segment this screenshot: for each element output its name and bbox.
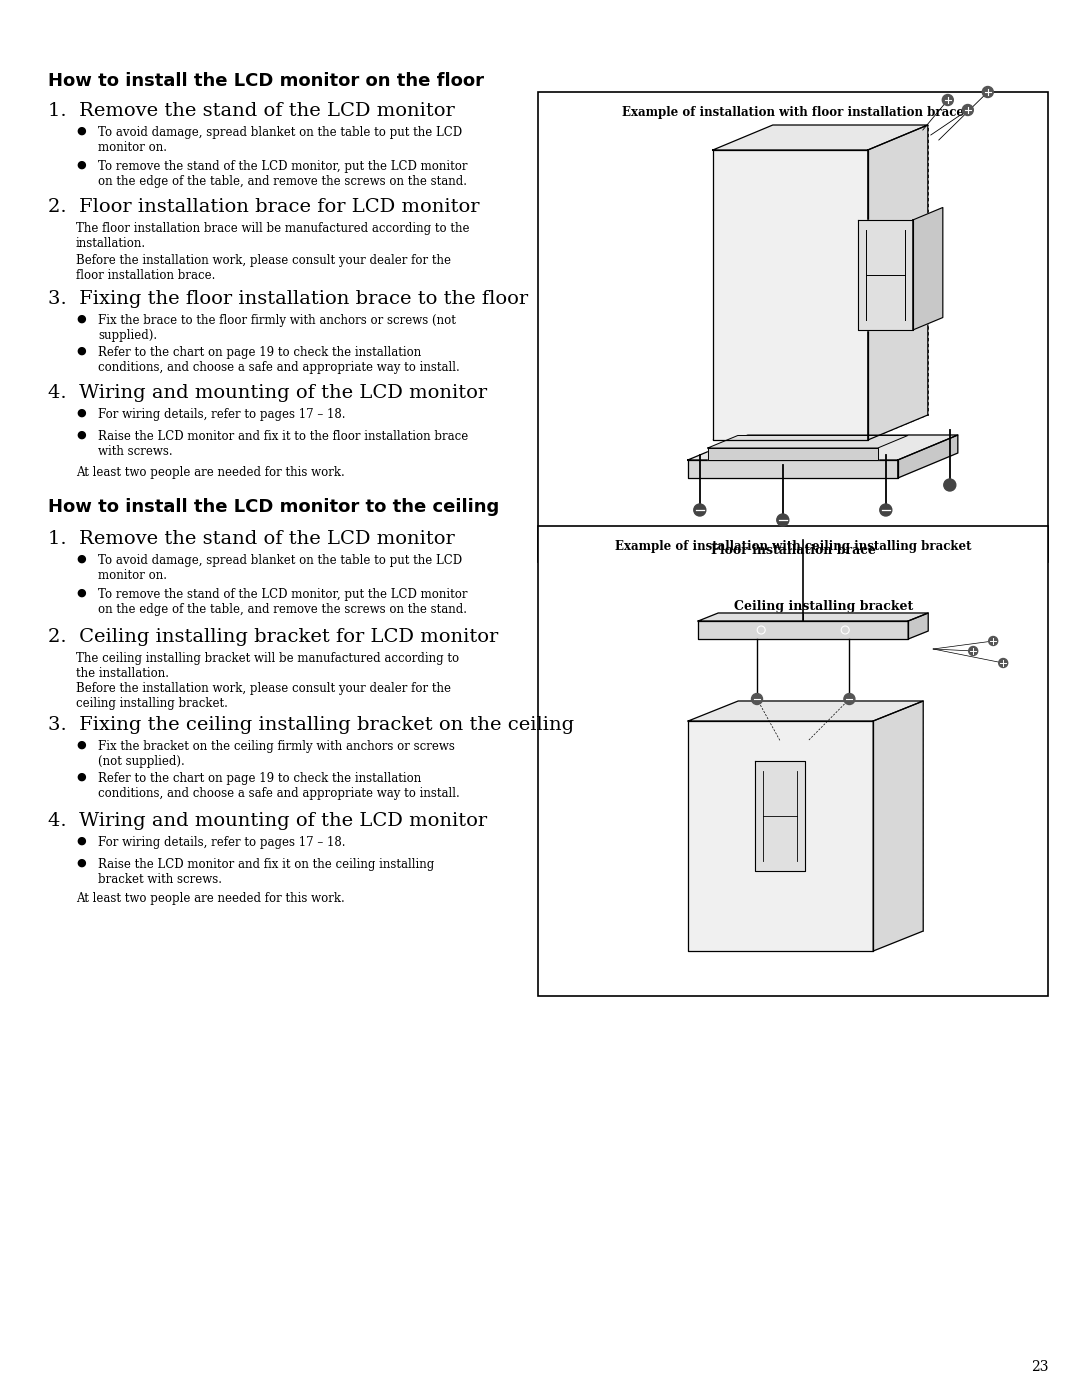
- Text: Refer to the chart on page 19 to check the installation
conditions, and choose a: Refer to the chart on page 19 to check t…: [98, 773, 460, 800]
- Text: Raise the LCD monitor and fix it on the ceiling installing
bracket with screws.: Raise the LCD monitor and fix it on the …: [98, 858, 434, 886]
- Polygon shape: [698, 613, 928, 622]
- Circle shape: [880, 504, 892, 515]
- Polygon shape: [707, 436, 908, 448]
- Text: How to install the LCD monitor on the floor: How to install the LCD monitor on the fl…: [48, 73, 484, 89]
- Text: 1.  Remove the stand of the LCD monitor: 1. Remove the stand of the LCD monitor: [48, 529, 455, 548]
- Circle shape: [962, 105, 973, 116]
- Polygon shape: [897, 434, 958, 478]
- Text: 3.  Fixing the floor installation brace to the floor: 3. Fixing the floor installation brace t…: [48, 291, 528, 307]
- Circle shape: [752, 693, 762, 704]
- Text: 2.  Floor installation brace for LCD monitor: 2. Floor installation brace for LCD moni…: [48, 198, 480, 217]
- Bar: [538, 527, 1048, 996]
- Text: ●: ●: [76, 126, 85, 136]
- Text: ●: ●: [76, 408, 85, 418]
- Text: For wiring details, refer to pages 17 – 18.: For wiring details, refer to pages 17 – …: [98, 835, 346, 849]
- Circle shape: [999, 658, 1008, 668]
- Text: ●: ●: [76, 346, 85, 356]
- Polygon shape: [688, 701, 923, 721]
- Text: Floor installation brace: Floor installation brace: [711, 543, 876, 557]
- Circle shape: [944, 479, 956, 490]
- Text: To remove the stand of the LCD monitor, put the LCD monitor
on the edge of the t: To remove the stand of the LCD monitor, …: [98, 161, 468, 189]
- Text: ●: ●: [76, 588, 85, 598]
- Text: To remove the stand of the LCD monitor, put the LCD monitor
on the edge of the t: To remove the stand of the LCD monitor, …: [98, 588, 468, 616]
- Text: The floor installation brace will be manufactured according to the
installation.: The floor installation brace will be man…: [76, 222, 470, 250]
- Polygon shape: [755, 761, 806, 870]
- Polygon shape: [713, 149, 868, 440]
- Polygon shape: [913, 208, 943, 330]
- Text: Refer to the chart on page 19 to check the installation
conditions, and choose a: Refer to the chart on page 19 to check t…: [98, 346, 460, 374]
- Circle shape: [942, 95, 954, 106]
- Text: Before the installation work, please consult your dealer for the
ceiling install: Before the installation work, please con…: [76, 682, 451, 710]
- Polygon shape: [874, 701, 923, 951]
- Text: At least two people are needed for this work.: At least two people are needed for this …: [76, 893, 345, 905]
- Text: ●: ●: [76, 161, 85, 170]
- Circle shape: [983, 87, 994, 98]
- Polygon shape: [908, 613, 928, 638]
- Text: 4.  Wiring and mounting of the LCD monitor: 4. Wiring and mounting of the LCD monito…: [48, 384, 487, 402]
- Text: ●: ●: [76, 740, 85, 750]
- Text: 1.  Remove the stand of the LCD monitor: 1. Remove the stand of the LCD monitor: [48, 102, 455, 120]
- Circle shape: [693, 504, 706, 515]
- Polygon shape: [868, 124, 928, 440]
- Text: ●: ●: [76, 314, 85, 324]
- Text: ●: ●: [76, 858, 85, 868]
- Text: 23: 23: [1031, 1361, 1049, 1375]
- Text: Example of installation with floor installation brace: Example of installation with floor insta…: [622, 106, 964, 119]
- Text: To avoid damage, spread blanket on the table to put the LCD
monitor on.: To avoid damage, spread blanket on the t…: [98, 126, 462, 154]
- Text: Example of installation with ceiling installing bracket: Example of installation with ceiling ins…: [615, 541, 971, 553]
- Polygon shape: [707, 448, 878, 460]
- Text: The ceiling installing bracket will be manufactured according to
the installatio: The ceiling installing bracket will be m…: [76, 652, 459, 680]
- Circle shape: [988, 637, 998, 645]
- Polygon shape: [713, 124, 928, 149]
- Text: ●: ●: [76, 555, 85, 564]
- Bar: [538, 92, 1048, 562]
- Text: Raise the LCD monitor and fix it to the floor installation brace
with screws.: Raise the LCD monitor and fix it to the …: [98, 430, 469, 458]
- Circle shape: [969, 647, 977, 655]
- Text: To avoid damage, spread blanket on the table to put the LCD
monitor on.: To avoid damage, spread blanket on the t…: [98, 555, 462, 583]
- Text: ●: ●: [76, 430, 85, 440]
- Text: 2.  Ceiling installing bracket for LCD monitor: 2. Ceiling installing bracket for LCD mo…: [48, 629, 498, 645]
- Text: Fix the brace to the floor firmly with anchors or screws (not
supplied).: Fix the brace to the floor firmly with a…: [98, 314, 456, 342]
- Text: How to install the LCD monitor to the ceiling: How to install the LCD monitor to the ce…: [48, 497, 499, 515]
- Text: Ceiling installing bracket: Ceiling installing bracket: [733, 599, 913, 613]
- Circle shape: [777, 514, 788, 527]
- Polygon shape: [688, 460, 897, 478]
- Polygon shape: [688, 721, 874, 951]
- Polygon shape: [688, 434, 958, 460]
- Polygon shape: [858, 219, 913, 330]
- Text: At least two people are needed for this work.: At least two people are needed for this …: [76, 467, 345, 479]
- Text: ●: ●: [76, 773, 85, 782]
- Text: 4.  Wiring and mounting of the LCD monitor: 4. Wiring and mounting of the LCD monito…: [48, 812, 487, 830]
- Text: 3.  Fixing the ceiling installing bracket on the ceiling: 3. Fixing the ceiling installing bracket…: [48, 717, 575, 733]
- Text: For wiring details, refer to pages 17 – 18.: For wiring details, refer to pages 17 – …: [98, 408, 346, 420]
- Circle shape: [843, 693, 855, 704]
- Polygon shape: [698, 622, 908, 638]
- Text: ●: ●: [76, 835, 85, 847]
- Text: Fix the bracket on the ceiling firmly with anchors or screws
(not supplied).: Fix the bracket on the ceiling firmly wi…: [98, 740, 455, 768]
- Text: Before the installation work, please consult your dealer for the
floor installat: Before the installation work, please con…: [76, 254, 451, 282]
